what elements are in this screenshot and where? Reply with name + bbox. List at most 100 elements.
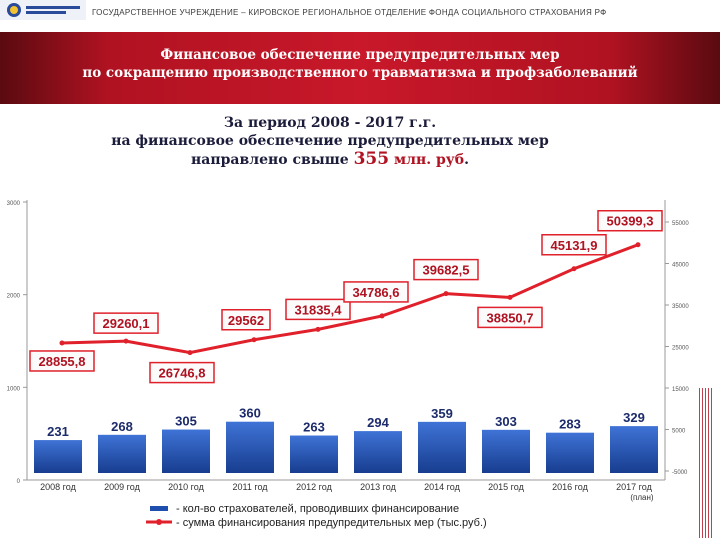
right-tick-label: 35000	[672, 304, 689, 310]
line-point	[251, 337, 257, 343]
summary-text: За период 2008 - 2017 г.г. на финансовое…	[30, 114, 630, 169]
title-banner: Финансовое обеспечение предупредительных…	[0, 32, 720, 104]
left-tick-label: 1000	[7, 386, 21, 392]
bar	[162, 429, 210, 473]
bar-value-label: 303	[495, 414, 517, 429]
bar	[610, 426, 658, 473]
title-line-1: Финансовое обеспечение предупредительных…	[160, 47, 560, 63]
bar-series	[34, 421, 658, 473]
left-axis-ticks: 3000 2000 1000 0	[7, 201, 27, 485]
summary-amount: 355	[353, 149, 390, 169]
line-point	[187, 350, 193, 356]
scrollbar[interactable]	[699, 388, 713, 538]
x-axis-labels: 2008 год 2009 год 2010 год 2011 год 2012 год…	[40, 482, 654, 502]
x-tick-note: (план)	[630, 493, 654, 502]
line-point	[443, 291, 449, 297]
line-point	[379, 313, 385, 319]
line-value-label: 34786,6	[353, 285, 400, 300]
line-value-box	[413, 258, 479, 281]
line-value-box	[93, 312, 159, 334]
summary-line-3: направлено свыше 355 млн. руб.	[30, 150, 630, 169]
bar-value-label: 329	[623, 410, 645, 425]
title-line-2: по сокращению производственного травмати…	[82, 65, 638, 81]
line-point	[123, 338, 129, 344]
bar	[418, 421, 466, 473]
line-point	[59, 340, 65, 346]
bar-value-label: 294	[367, 415, 389, 430]
x-tick-label: 2015 год	[488, 482, 524, 492]
legend: - кол-во страхователей, проводивших фина…	[146, 503, 487, 529]
right-tick-label: 5000	[672, 429, 686, 435]
legend-line-marker	[156, 519, 162, 525]
line-value-box	[221, 309, 271, 331]
summary-line-1: За период 2008 - 2017 г.г.	[223, 115, 437, 131]
x-tick-label: 2016 год	[552, 482, 588, 492]
series-line	[61, 243, 639, 355]
x-tick-label: 2012 год	[296, 482, 332, 492]
line-value-box	[477, 306, 543, 329]
line-value-box	[29, 350, 95, 372]
line-point	[507, 294, 513, 300]
right-tick-label: 45000	[672, 263, 689, 269]
bar-labels: 231 268 305 360 263 294 359 303 283 329	[47, 406, 645, 439]
bar-value-label: 231	[47, 424, 69, 439]
summary-prefix: направлено свыше	[191, 152, 349, 168]
line-value-box	[343, 281, 409, 303]
left-tick-label: 2000	[7, 294, 21, 300]
header: ГОСУДАРСТВЕННОЕ УЧРЕЖДЕНИЕ – КИРОВСКОЕ Р…	[0, 0, 720, 32]
left-tick-label: 0	[17, 479, 21, 485]
line-value-label: 28855,8	[39, 354, 86, 369]
line-value-box	[149, 361, 215, 384]
bar	[354, 431, 402, 473]
x-tick-label: 2008 год	[40, 482, 76, 492]
bar-value-label: 360	[239, 406, 261, 421]
legend-line-label: - сумма финансирования предупредительных…	[176, 517, 487, 529]
right-tick-label: 15000	[672, 387, 689, 393]
bar-value-label: 283	[559, 417, 581, 432]
line-value-label: 29562	[228, 313, 264, 328]
page-title: Финансовое обеспечение предупредительных…	[0, 46, 720, 82]
line-value-label: 38850,7	[487, 310, 534, 325]
line-value-label: 39682,5	[423, 263, 470, 278]
x-tick-label: 2009 год	[104, 482, 140, 492]
organization-name: ГОСУДАРСТВЕННОЕ УЧРЕЖДЕНИЕ – КИРОВСКОЕ Р…	[92, 8, 607, 17]
bar	[226, 421, 274, 473]
legend-bar-label: - кол-во страхователей, проводивших фина…	[176, 503, 459, 515]
line-point	[635, 242, 641, 248]
line-value-box	[285, 298, 351, 321]
right-tick-label: -5000	[672, 470, 688, 476]
bar-value-label: 263	[303, 420, 325, 435]
bar-value-label: 268	[111, 419, 133, 434]
bar	[34, 440, 82, 473]
x-tick-label: 2011 год	[233, 482, 269, 492]
bar	[546, 432, 594, 473]
line-value-label: 26746,8	[159, 366, 206, 381]
bar-value-label: 359	[431, 406, 453, 421]
right-tick-label: 55000	[672, 221, 689, 227]
summary-unit: млн. руб	[393, 152, 465, 168]
x-tick-label: 2017 год	[616, 482, 652, 492]
summary-line-2: на финансовое обеспечение предупредитель…	[111, 133, 549, 149]
bar-value-label: 305	[175, 414, 197, 429]
line-value-label: 45131,9	[551, 238, 598, 253]
left-tick-label: 3000	[7, 201, 21, 207]
legend-bar-swatch	[150, 506, 168, 511]
bar	[290, 435, 338, 473]
x-tick-label: 2013 год	[360, 482, 396, 492]
x-tick-label: 2014 год	[424, 482, 460, 492]
line-series	[59, 242, 641, 356]
right-axis-ticks: 55000 45000 35000 25000 15000 5000 -5000	[665, 221, 689, 476]
line-value-label: 31835,4	[295, 302, 343, 317]
summary-suffix: .	[464, 152, 469, 168]
x-tick-label: 2010 год	[168, 482, 204, 492]
line-value-box	[597, 209, 663, 232]
line-value-box	[541, 234, 607, 256]
fss-emblem-icon	[0, 0, 86, 20]
line-point	[315, 326, 321, 332]
line-value-label: 50399,3	[607, 214, 654, 229]
line-labels: 28855,8 29260,1 26746,8 29562 31835,4 34786,6…	[29, 209, 663, 384]
bar	[482, 429, 530, 473]
line-point	[571, 266, 577, 272]
right-tick-label: 25000	[672, 346, 689, 352]
